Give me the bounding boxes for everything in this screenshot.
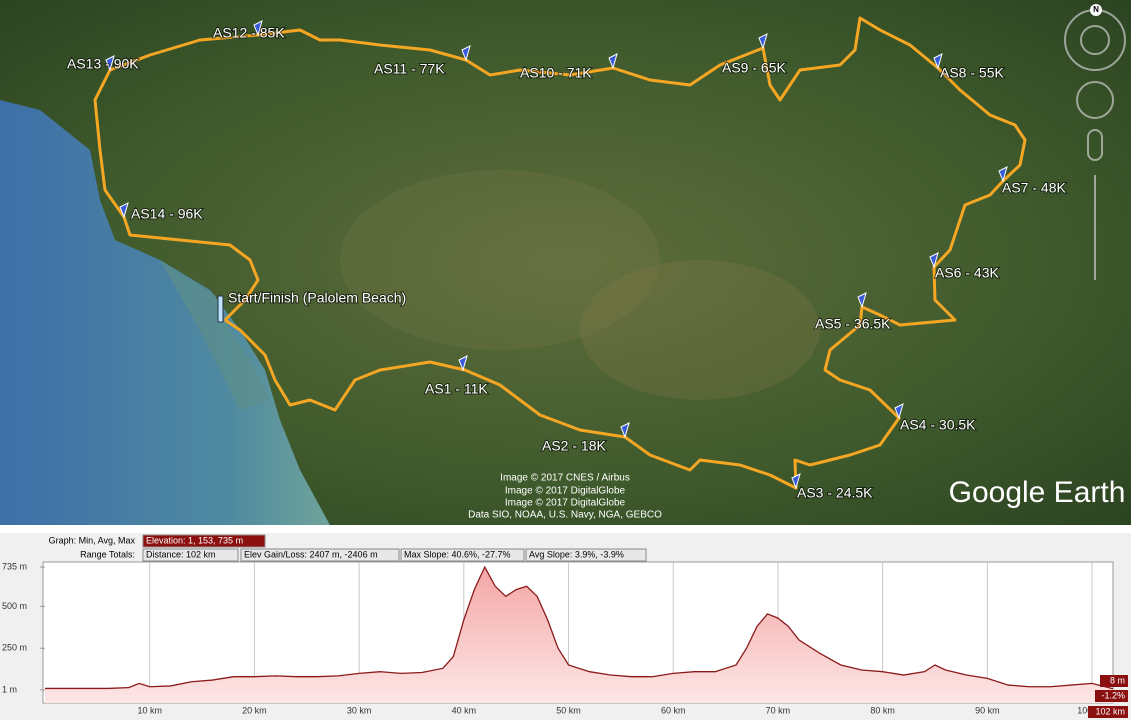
aid-label: AS8 - 55K — [940, 65, 1004, 81]
aid-label: AS10 - 71K — [520, 65, 592, 81]
aid-pin[interactable] — [119, 202, 129, 219]
start-label: Start/Finish (Palolem Beach) — [228, 290, 406, 306]
aid-pin[interactable] — [998, 166, 1008, 183]
y-tick-label: 500 m — [2, 601, 27, 611]
aid-pin[interactable] — [620, 422, 630, 439]
x-tick-label: 20 km — [242, 705, 267, 715]
aid-pin[interactable] — [608, 53, 618, 70]
cursor-box — [1095, 690, 1128, 702]
aid-pin[interactable] — [791, 473, 801, 490]
cursor-label: -1.2% — [1101, 690, 1125, 700]
y-tick-label: 250 m — [2, 643, 27, 653]
sea — [0, 100, 330, 525]
street-view[interactable] — [1087, 129, 1103, 161]
aid-label: AS13 - 90K — [67, 56, 139, 72]
y-tick-label: 735 m — [2, 561, 27, 571]
aid-label: AS11 - 77K — [374, 61, 445, 77]
look-control[interactable] — [1076, 81, 1114, 119]
compass-n: N — [1093, 5, 1099, 14]
attribution-line: Image © 2017 CNES / Airbus — [500, 473, 630, 484]
divider — [0, 525, 1131, 533]
y-tick-label: 1 m — [2, 684, 17, 694]
x-tick-label: 50 km — [556, 705, 581, 715]
aid-pin[interactable] — [894, 403, 904, 420]
terrain-patch — [580, 260, 820, 400]
nav-controls: N — [1064, 4, 1126, 280]
aid-label: AS5 - 36.5K — [815, 316, 891, 332]
stat-box — [142, 548, 239, 562]
aid-label: AS2 - 18K — [542, 438, 606, 454]
aid-label: AS3 - 24.5K — [797, 485, 873, 501]
aid-pin[interactable] — [758, 33, 768, 50]
x-tick-label: 40 km — [452, 705, 477, 715]
aid-label: AS12 - 85K — [213, 25, 285, 41]
profile: 10 km 20 km 30 km 40 km 50 km 60 km 70 km 80 km… — [2, 534, 1128, 718]
aid-label: AS4 - 30.5K — [900, 417, 976, 433]
attribution-line: Image © 2017 DigitalGlobe — [505, 498, 626, 509]
aid-label: AS7 - 48K — [1002, 180, 1066, 196]
x-tick-label: 10 km — [137, 705, 162, 715]
attribution-line: Image © 2017 DigitalGlobe — [505, 486, 626, 497]
cursor-box — [1100, 675, 1128, 687]
x-tick-label: 90 km — [975, 705, 1000, 715]
elevation-line — [45, 565, 1114, 690]
compass-inner[interactable] — [1080, 25, 1110, 55]
attribution: Image © 2017 CNES / Airbus Image © 2017 … — [468, 473, 662, 521]
aid-pin[interactable] — [461, 45, 471, 62]
stat-box — [240, 548, 400, 562]
aid-pin[interactable] — [105, 55, 115, 72]
route — [93, 16, 1027, 490]
attribution-line: Data SIO, NOAA, U.S. Navy, NGA, GEBCO — [468, 510, 662, 521]
elevation-area — [45, 567, 1113, 703]
cursor-label: 8 m — [1110, 675, 1125, 685]
estuary — [160, 260, 270, 410]
x-tick-label: 80 km — [870, 705, 895, 715]
aid-pin[interactable] — [253, 20, 263, 37]
aid-pin[interactable] — [933, 53, 943, 70]
aid-pin[interactable] — [458, 355, 468, 372]
stat: Max Slope: 40.6%, -27.7% — [404, 549, 511, 559]
stat: Avg Slope: 3.9%, -3.9% — [529, 549, 624, 559]
logo: Google Earth — [949, 476, 1126, 509]
x-tick-label: 60 km — [661, 705, 686, 715]
compass-n-bg — [1090, 4, 1102, 16]
stat: Elev Gain/Loss: 2407 m, -2406 m — [244, 549, 378, 559]
cursor-label: 102 km — [1095, 706, 1125, 716]
stat-box — [142, 534, 266, 548]
aid-label: AS6 - 43K — [935, 265, 999, 281]
cursor-box — [1088, 706, 1128, 718]
stat-box — [525, 548, 647, 562]
stat-box — [400, 548, 525, 562]
aid-pin[interactable] — [929, 252, 939, 269]
header-label: Range Totals: — [80, 549, 135, 559]
stat: Distance: 102 km — [146, 549, 216, 559]
aid-pin[interactable] — [857, 292, 867, 309]
x-tick-label: 70 km — [766, 705, 791, 715]
header-label: Graph: Min, Avg, Max — [49, 535, 136, 545]
aid-label: AS1 - 11K — [425, 381, 488, 397]
aid-label: AS9 - 65K — [722, 60, 786, 76]
aid-label: AS14 - 96K — [131, 206, 203, 222]
start-flag[interactable] — [217, 295, 224, 323]
terrain-patch — [340, 170, 660, 350]
stat: Elevation: 1, 153, 735 m — [146, 535, 243, 545]
x-tick-label: 30 km — [347, 705, 372, 715]
